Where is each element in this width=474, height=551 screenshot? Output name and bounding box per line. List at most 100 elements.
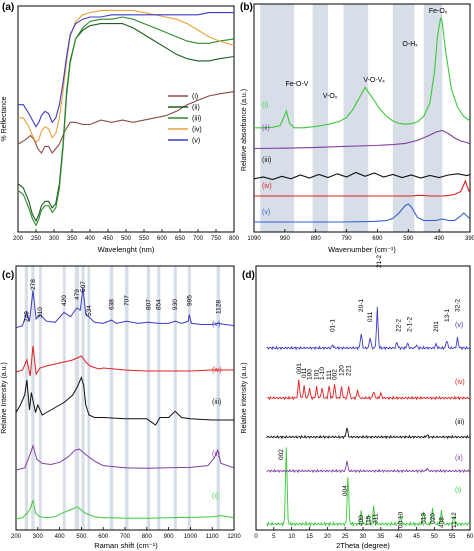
panel-a-xtick-label: 500 [121, 236, 132, 242]
panel-c-band [81, 266, 84, 530]
panel-d-peak-label-i: 115 [365, 515, 372, 526]
panel-a-xtick-label: 750 [211, 236, 222, 242]
panel-d-peak-label-iv: 120 [339, 365, 346, 376]
panel-d-xtick-label: 0 [254, 534, 258, 540]
panel-b-xtick-label: 490 [434, 236, 445, 242]
panel-a-xtick-label: 200 [13, 236, 24, 242]
panel-b-xtick-label: 890 [311, 236, 322, 242]
panel-a-xticks: 200 250 300 350 400 450 500 550 600 650 700 750 800 [13, 229, 240, 242]
panel-c-xtick-label: 1200 [227, 534, 241, 540]
panel-a-xtick-label: 300 [49, 236, 60, 242]
annotation-fe-o-v: Fe-O-V [286, 81, 309, 88]
panel-c-label: (c) [2, 270, 14, 281]
panel-c-peak-label: 707 [124, 295, 131, 306]
panel-d-series-label: (v) [455, 322, 463, 329]
panel-d-series-label: (i) [455, 487, 461, 494]
panel-c-peak-label: 1128 [215, 300, 222, 314]
panel-c-xtick-label: 900 [164, 534, 175, 540]
panel-a-series-line [18, 10, 234, 142]
panel-a-xtick-label: 350 [67, 236, 78, 242]
panel-a-xtick-label: 400 [85, 236, 96, 242]
panel-a-xtick-label: 650 [175, 236, 186, 242]
panel-d-peak-label-v: 20-1 [358, 299, 365, 312]
panel-a-legend-label: (i) [192, 94, 198, 101]
panel-d-series-label: (iii) [455, 419, 464, 426]
panel-d-peak-label-i: 002 [278, 449, 285, 460]
panel-c-peak-label: 249 [24, 311, 31, 322]
panel-b-xtick-label: 590 [403, 236, 414, 242]
panel-d-xrd: (d) Relative intensity (a.u.) 2Theta (de… [241, 255, 474, 550]
panel-a-xtick-label: 450 [103, 236, 114, 242]
panel-b-label: (b) [240, 2, 253, 13]
panel-c-peak-label: 310 [37, 307, 44, 318]
panel-d-peak-label-iv: 002 [331, 369, 338, 380]
panel-a-series-line [18, 13, 234, 127]
panel-b-band [343, 4, 368, 232]
panel-c-xtick-label: 600 [98, 534, 109, 540]
panel-d-xtick-label: 50 [431, 534, 438, 540]
panel-c-xtick-label: 700 [120, 534, 131, 540]
panel-a-legend-label: (iv) [192, 127, 202, 134]
panel-c-series-label: (v) [212, 321, 220, 328]
annotation-v-o-vx: V-O-Vₓ [363, 77, 385, 84]
panel-a-reflectance: (a) % Reflectance Wavelenght (nm) 200 250… [1, 2, 240, 254]
panel-b-series-label: (i) [262, 102, 268, 109]
panel-a-xtick-label: 800 [229, 236, 240, 242]
panel-d-peak-label-v: 01-1 [330, 319, 337, 332]
panel-d-peak-label-i: -513 [421, 513, 428, 526]
panel-b-band [260, 4, 294, 232]
panel-d-peak-label-v: 22-2 [396, 319, 403, 332]
panel-d-peak-label-v: 32-2 [455, 299, 462, 312]
panel-d-xtick-label: 60 [467, 534, 474, 540]
panel-b-series-label: (v) [262, 209, 270, 216]
panel-b-xtick-label: 690 [372, 236, 383, 242]
panel-b-xtick-label: 1090 [247, 236, 261, 242]
panel-c-xtick-label: 200 [11, 534, 22, 540]
panel-d-xtick-label: 25 [342, 534, 349, 540]
panel-d-xtick-label: 40 [395, 534, 402, 540]
panel-c-peak-label: 507 [80, 281, 87, 292]
panel-a-xtick-label: 600 [157, 236, 168, 242]
panel-d-series-label: (ii) [455, 455, 463, 462]
panel-c-xtick-label: 1100 [206, 534, 220, 540]
panel-b-ylabel: Relative absorbance (a.u.) [241, 89, 248, 171]
panel-b-band [393, 4, 415, 232]
panel-c-raman: (c) Relative Intensity (a.u.) Raman shif… [1, 266, 241, 550]
panel-d-series-label: (iv) [455, 379, 465, 386]
panel-b-series-label: (iii) [262, 157, 271, 164]
panel-b-xtick-label: 790 [342, 236, 353, 242]
panel-d-series-line [267, 428, 470, 438]
panel-a-xtick-label: 700 [193, 236, 204, 242]
panel-c-peak-label: 930 [172, 299, 179, 310]
panel-c-peak-labels: 249278310420479507534638 707 807 854 930 995 1… [24, 279, 223, 322]
panel-d-series-line [267, 380, 470, 400]
panel-d-xtick-label: 45 [413, 534, 420, 540]
panel-c-xtick-label: 1000 [184, 534, 198, 540]
panel-d-peak-label-i: 400 [358, 515, 365, 526]
panel-d-series [267, 307, 470, 526]
panel-c-series-label: (iii) [212, 399, 221, 406]
panel-a-series [18, 10, 234, 225]
panel-d-xtick-label: 55 [449, 534, 456, 540]
panel-d-xtick-label: 35 [377, 534, 384, 540]
panel-b-band [313, 4, 328, 232]
panel-a-legend-label: (iii) [192, 116, 201, 123]
panel-d-peak-label-iv: 100 [307, 369, 314, 380]
panel-c-series-label: (i) [212, 493, 218, 500]
panel-a-series-line [18, 24, 234, 221]
panel-d-xtick-label: 5 [272, 534, 276, 540]
panel-b-xtick-label: 390 [465, 236, 474, 242]
annotation-fe-ox: Fe-Oₓ [429, 8, 448, 15]
panel-c-peak-label: 638 [108, 299, 115, 310]
panel-d-peak-label-i: 00 10 [397, 511, 404, 528]
panel-a-label: (a) [2, 2, 14, 13]
panel-c-peak-label: 995 [186, 295, 193, 306]
panel-a-legend-label: (v) [192, 138, 200, 145]
panel-d-xtick-label: 10 [288, 534, 295, 540]
panel-a-xlabel: Wavelenght (nm) [98, 245, 155, 254]
panel-c-band [39, 266, 42, 530]
panel-c-xtick-label: 800 [142, 534, 153, 540]
panel-c-band [75, 266, 79, 530]
panel-d-peak-label-v: 13-1 [444, 309, 451, 322]
panel-d-peak-label-v: 21-2 [376, 255, 383, 268]
